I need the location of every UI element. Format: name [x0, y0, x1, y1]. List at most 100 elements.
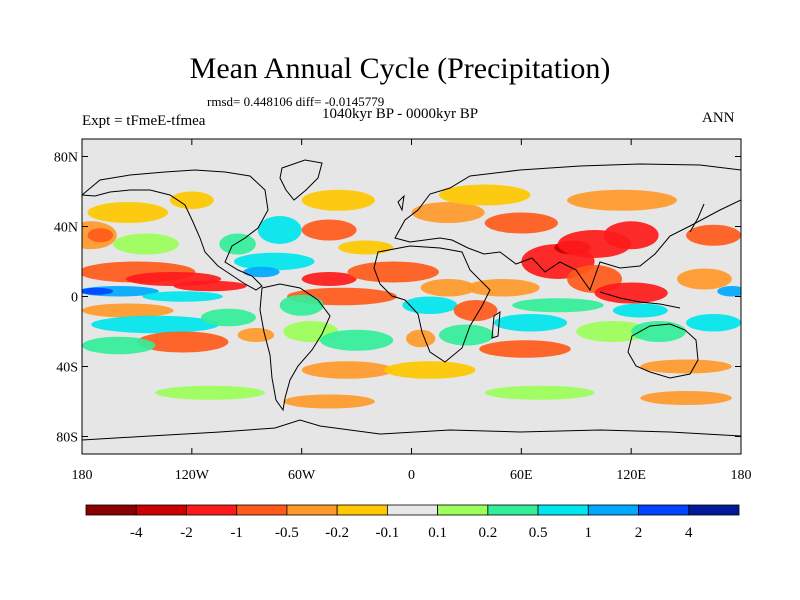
- anomaly-patch: [243, 266, 280, 278]
- lat-tick-label: 80S: [56, 431, 78, 446]
- colorbar-swatch: [688, 504, 740, 516]
- colorbar-swatch: [537, 504, 589, 516]
- colorbar-swatch: [85, 504, 137, 516]
- anomaly-patch: [200, 308, 256, 327]
- season-label: ANN: [702, 110, 735, 126]
- anomaly-patch: [237, 328, 275, 342]
- coast-australia: [627, 323, 699, 379]
- colorbar-label: 4: [685, 525, 693, 541]
- colorbar-label: -0.5: [275, 525, 299, 541]
- colorbar: -4 -2 -1 -0.5 -0.2 -0.1 0.1 0.2 0.5 1 2 4: [85, 504, 740, 541]
- colorbar-label: 0.1: [428, 525, 447, 541]
- colorbar-label: -4: [130, 525, 143, 541]
- anomaly-patch: [82, 303, 174, 318]
- anomaly-patch: [338, 240, 394, 255]
- colorbar-label: 0.5: [529, 525, 548, 541]
- lat-tick-label: 0: [71, 291, 78, 306]
- anomaly-patch: [113, 233, 180, 255]
- anomaly-patch: [219, 233, 256, 255]
- lat-tick-label: 40S: [56, 361, 78, 376]
- anomaly-patch: [420, 279, 476, 297]
- plot-title: Mean Annual Cycle (Precipitation): [189, 52, 611, 85]
- lon-tick-label: 0: [408, 468, 415, 483]
- anomaly-patch: [91, 315, 220, 334]
- anomaly-patch: [576, 321, 650, 342]
- anomaly-patch: [87, 202, 169, 223]
- anomaly-patch: [319, 329, 394, 351]
- anomaly-patch: [142, 291, 223, 302]
- anomaly-patch: [411, 202, 485, 223]
- anomaly-patch: [283, 394, 375, 409]
- coast-eurasia: [394, 163, 741, 292]
- anomaly-patch: [82, 287, 114, 295]
- anomaly-patch: [406, 329, 436, 348]
- anomaly-patch: [169, 191, 214, 209]
- colorbar-swatch: [437, 504, 489, 516]
- coast-uk: [397, 194, 405, 212]
- coast-greenland: [279, 159, 323, 201]
- anomaly-patch: [676, 268, 732, 290]
- lon-tick-label: 180: [72, 468, 93, 483]
- anomaly-patch: [717, 286, 741, 297]
- colorbar-swatch: [638, 504, 690, 516]
- colorbar-label: -0.2: [325, 525, 349, 541]
- colorbar-swatch: [386, 504, 439, 516]
- anomaly-patch: [257, 216, 302, 244]
- anomaly-patch: [484, 212, 558, 234]
- anomaly-patch: [567, 189, 677, 211]
- anomaly-patch: [384, 361, 476, 379]
- anomaly-patch: [603, 221, 659, 250]
- colorbar-swatch: [336, 504, 388, 516]
- period-text: 1040kyr BP - 0000kyr BP: [322, 106, 479, 122]
- colorbar-swatch: [286, 504, 338, 516]
- anomaly-patch: [453, 300, 498, 321]
- colorbar-swatch: [236, 504, 288, 516]
- coast-indonesia: [599, 291, 681, 309]
- anomaly-patch: [631, 321, 687, 342]
- coast-south-america: [259, 283, 331, 412]
- colorbar-label: -2: [180, 525, 193, 541]
- colorbar-label: 2: [635, 525, 643, 541]
- anomaly-patch: [279, 294, 324, 316]
- experiment-label: Expt = tFmeE-tfmea: [82, 113, 206, 129]
- anomaly-patch: [301, 361, 394, 379]
- anomaly-patch: [87, 228, 114, 243]
- lon-tick-label: 120W: [175, 468, 210, 483]
- colorbar-swatch: [186, 504, 238, 516]
- coast-antarctica: [82, 419, 741, 454]
- anomaly-patch: [594, 282, 668, 304]
- anomaly-patch: [82, 336, 156, 355]
- stats-text: rmsd= 0.448106 diff= -0.0145779: [207, 94, 385, 109]
- anomaly-patch: [438, 184, 531, 206]
- colorbar-swatch: [135, 504, 187, 516]
- lat-axis: 80N 40N 0 40S 80S: [54, 151, 741, 446]
- coast-madagascar: [491, 311, 501, 339]
- anomaly-patch: [640, 359, 732, 374]
- lat-tick-label: 80N: [54, 151, 78, 166]
- anomaly-patch: [173, 280, 247, 292]
- anomaly-patch: [233, 252, 315, 271]
- coast-north-america: [82, 169, 269, 291]
- colorbar-label: -0.1: [376, 525, 400, 541]
- colorbar-label: 0.2: [478, 525, 497, 541]
- anomaly-patch: [301, 272, 357, 286]
- anomaly-patch: [484, 385, 595, 400]
- anomaly-patch: [686, 314, 741, 332]
- precip-anomaly-field: [82, 184, 741, 409]
- lon-tick-label: 180: [731, 468, 752, 483]
- lon-tick-label: 60E: [510, 468, 533, 483]
- coastlines: [82, 159, 741, 454]
- anomaly-patch: [640, 391, 732, 405]
- colorbar-label: 1: [585, 525, 593, 541]
- anomaly-patch: [466, 279, 540, 297]
- colorbar-swatch: [587, 504, 639, 516]
- colorbar-swatch: [487, 504, 539, 516]
- lon-axis: 180 120W 60W 0 60E 120E 180: [72, 139, 752, 483]
- coast-japan: [689, 203, 705, 233]
- colorbar-label: -1: [230, 525, 243, 541]
- anomaly-patch: [347, 261, 439, 283]
- anomaly-patch: [686, 224, 741, 246]
- lat-tick-label: 40N: [54, 221, 78, 236]
- anomaly-patch: [155, 385, 266, 400]
